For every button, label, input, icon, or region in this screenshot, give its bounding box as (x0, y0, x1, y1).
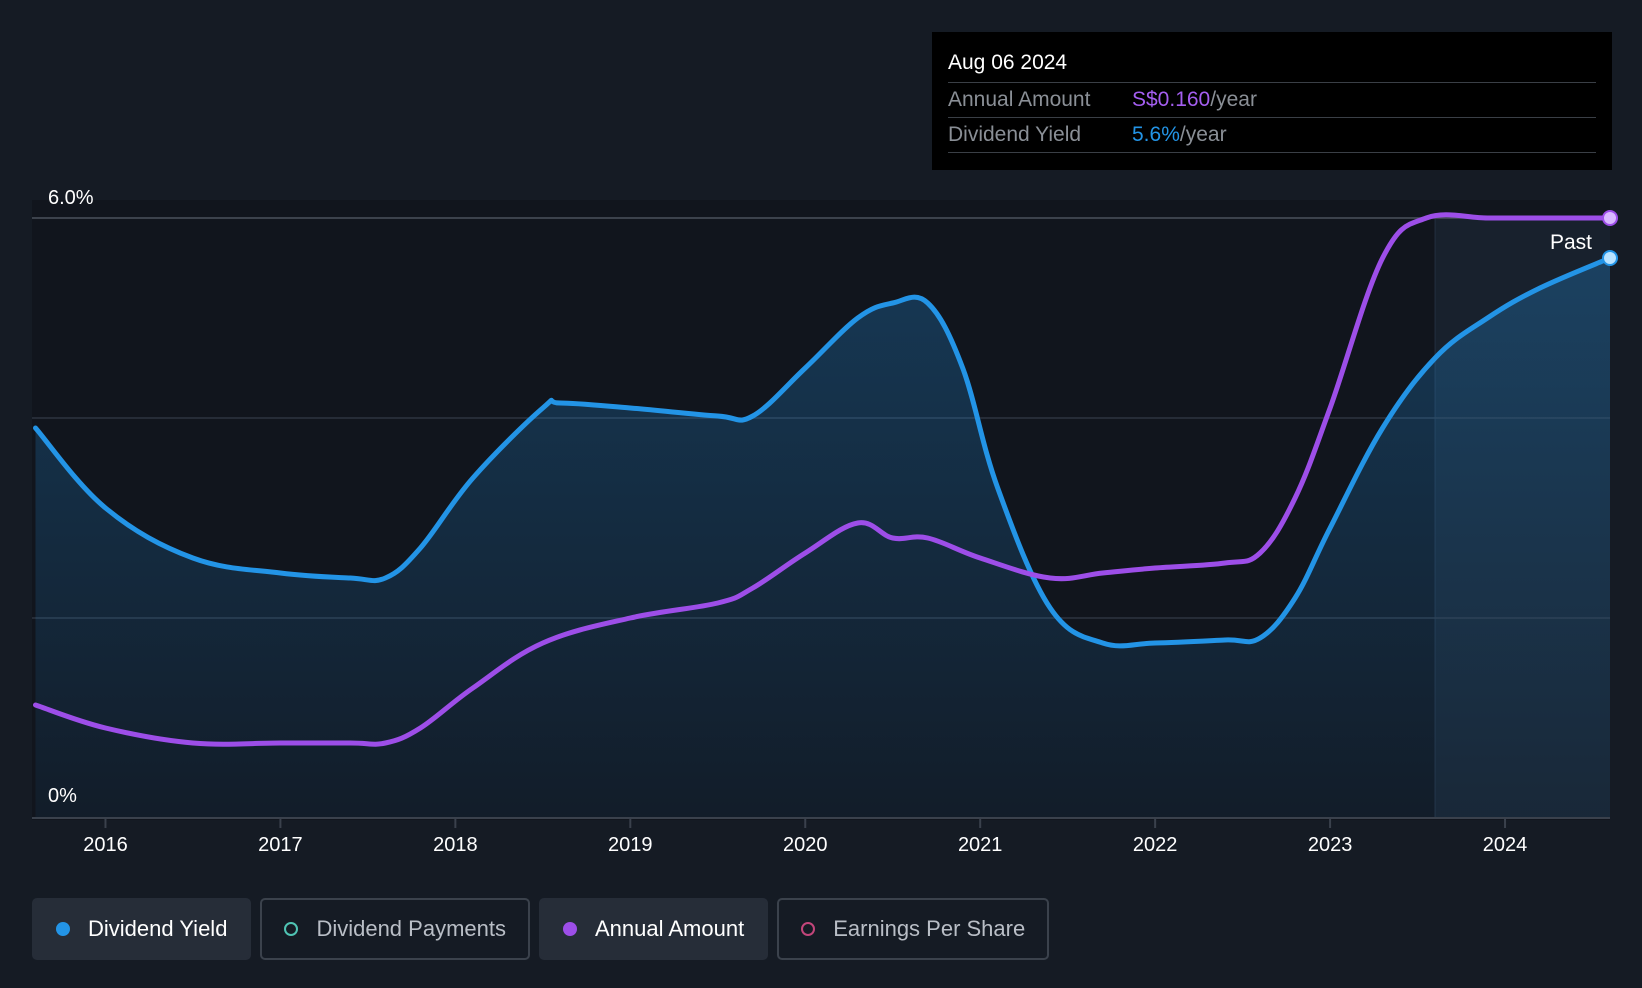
tooltip-dividend-yield-row: Dividend Yield 5.6% /year (948, 118, 1596, 153)
tooltip-dividend-yield-unit: /year (1179, 123, 1227, 146)
dividend-yield-dot-icon (56, 922, 70, 936)
y-tick-label-min: 0% (48, 785, 77, 807)
dividend-yield-end-marker (1602, 250, 1618, 266)
x-tick-label-2017: 2017 (258, 834, 303, 856)
x-tick-label-2022: 2022 (1133, 834, 1178, 856)
legend-dividend-yield[interactable]: Dividend Yield (32, 898, 252, 960)
x-tick-label-2023: 2023 (1308, 834, 1353, 856)
tooltip-annual-amount-unit: /year (1210, 88, 1257, 111)
dividend-yield-area (35, 258, 1610, 818)
x-tick-label-2018: 2018 (433, 834, 478, 856)
annual-amount-dot-icon (562, 922, 577, 936)
earnings-per-share-ring-icon (801, 922, 816, 936)
y-axis-labels: 6.0% 0% (48, 187, 94, 807)
dividend-yield-line (33, 255, 1613, 649)
annual-amount-end-marker (1602, 210, 1618, 226)
tooltip-dividend-yield-value: 5.6% (1132, 123, 1180, 146)
tooltip-annual-amount-row: Annual Amount S$0.160 /year (948, 83, 1596, 118)
legend-earnings-per-share[interactable]: Earnings Per Share (777, 898, 1050, 960)
y-tick-label-max: 6.0% (48, 187, 94, 209)
tooltip: Aug 06 2024 Annual Amount S$0.160 /year … (932, 32, 1612, 170)
x-tick-label-2019: 2019 (608, 834, 653, 856)
dividend-payments-ring-icon (284, 922, 299, 936)
legend-label: Dividend Yield (88, 916, 228, 941)
tooltip-annual-amount-label: Annual Amount (948, 88, 1091, 111)
legend-label: Dividend Payments (316, 916, 506, 941)
legend-label: Earnings Per Share (833, 916, 1026, 941)
x-axis-ticks: 2016 2017 2018 2019 2020 2021 2022 2023 2024 (83, 818, 1527, 856)
legend-label: Annual Amount (594, 916, 745, 941)
tooltip-dividend-yield-label: Dividend Yield (948, 123, 1082, 146)
tooltip-date: Aug 06 2024 (948, 48, 1596, 83)
legend-dividend-payments[interactable]: Dividend Payments (260, 898, 530, 960)
x-tick-label-2016: 2016 (83, 834, 128, 856)
tooltip-annual-amount-value: S$0.160 (1132, 88, 1211, 111)
x-tick-label-2024: 2024 (1483, 834, 1528, 856)
annual-amount-line (33, 212, 1613, 747)
past-label: Past (1550, 231, 1592, 254)
x-tick-label-2021: 2021 (958, 834, 1003, 856)
legend-annual-amount[interactable]: Annual Amount (538, 898, 769, 960)
x-tick-label-2020: 2020 (783, 834, 828, 856)
legend: Dividend Yield Dividend Payments Annual … (32, 898, 1050, 960)
